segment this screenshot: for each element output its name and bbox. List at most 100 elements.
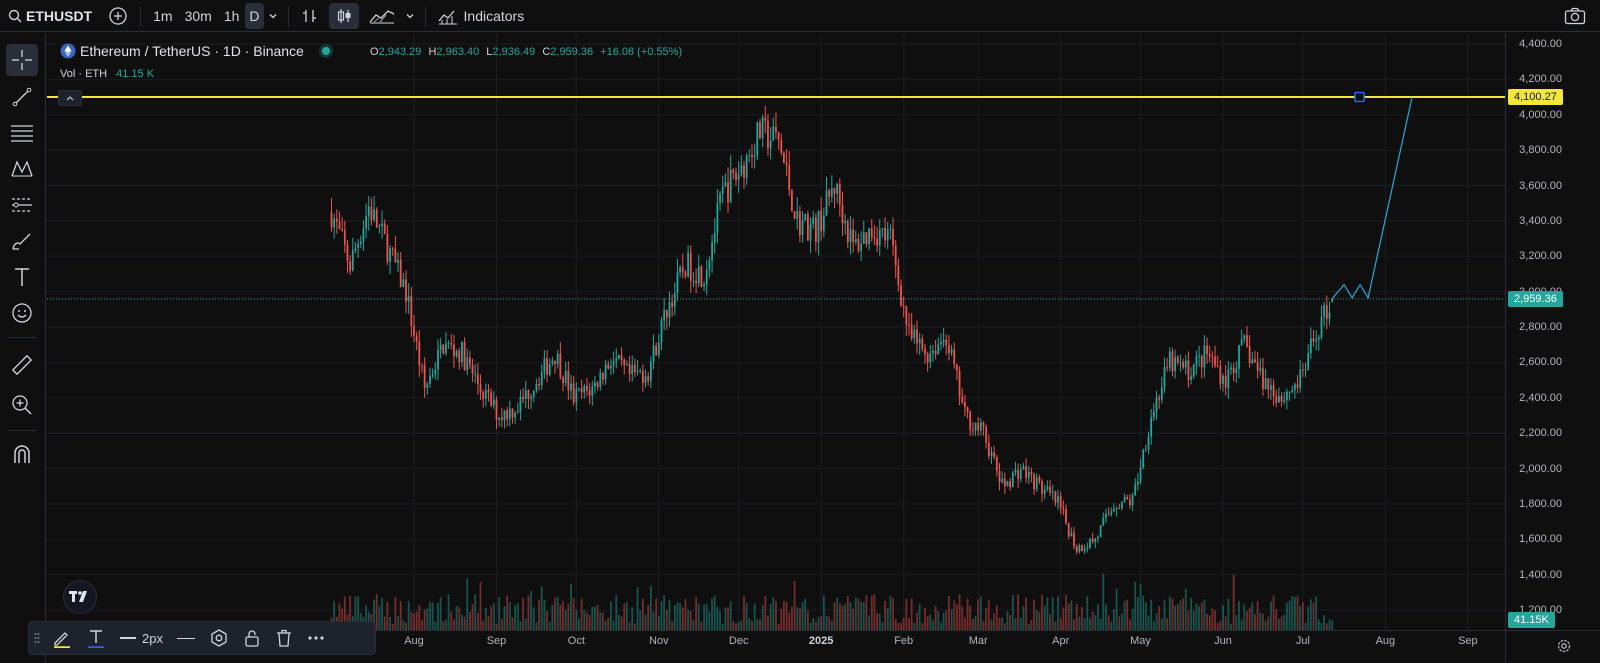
candles-style-button[interactable] [328, 2, 359, 29]
interval-1m[interactable]: 1m [153, 7, 173, 24]
projection-path[interactable] [1331, 96, 1413, 300]
volume-bar [801, 602, 804, 630]
lock-button[interactable] [236, 624, 268, 652]
line-anchor-handle[interactable] [1354, 91, 1365, 103]
line-style-button[interactable] [170, 624, 202, 652]
interval-1h[interactable]: 1h [223, 7, 240, 24]
candle-body [1099, 525, 1102, 537]
candle-body [1057, 496, 1059, 503]
volume-bar [628, 622, 631, 630]
emoji-tool[interactable] [6, 297, 38, 329]
candle-body [466, 357, 469, 371]
volume-bar [684, 598, 687, 630]
volume-bar [900, 622, 902, 630]
open-value: 2,943.29 [378, 46, 422, 58]
candle-body [1192, 364, 1195, 377]
bar-style-button[interactable] [295, 3, 325, 29]
volume-bar [508, 601, 511, 630]
candle-body [1128, 499, 1131, 506]
candle-body [1222, 375, 1224, 384]
candle-body [844, 220, 847, 224]
zoom-tool[interactable] [6, 389, 38, 421]
fib-tool[interactable] [6, 117, 38, 149]
time-tick-label: Sep [486, 635, 507, 647]
interval-30m[interactable]: 30m [184, 7, 212, 24]
candle-body [1147, 436, 1150, 450]
volume-bar [378, 606, 381, 630]
candle-body [453, 344, 455, 357]
candle-body [599, 372, 602, 387]
forecast-tool[interactable] [6, 189, 38, 221]
candle-body [849, 229, 852, 243]
volume-bar [668, 600, 671, 630]
interval-1d[interactable]: D [245, 2, 264, 29]
gear-icon [1557, 639, 1571, 653]
drag-handle[interactable] [29, 624, 45, 652]
chart-type-dropdown[interactable] [401, 3, 419, 29]
pattern-tool[interactable] [6, 153, 38, 185]
candle-body [987, 442, 990, 456]
volume-bar [791, 606, 793, 630]
measure-tool[interactable] [6, 349, 38, 381]
volume-bar [418, 605, 421, 630]
close-key: C [542, 46, 551, 58]
candle-body [724, 182, 727, 187]
candle-body [468, 357, 471, 366]
collapse-legend-button[interactable] [58, 90, 82, 106]
candle-body [703, 284, 705, 287]
change-value: +16.08 (+0.55%) [600, 46, 683, 58]
last-price-label: 2,959.36 [1508, 290, 1563, 307]
volume-bar [870, 595, 873, 630]
candle-body [945, 339, 948, 346]
compare-symbol-button[interactable] [102, 3, 134, 29]
candle-body [508, 408, 511, 420]
candle-body [482, 392, 485, 399]
axis-settings-corner [1505, 630, 1600, 663]
chart-settings-button[interactable] [1556, 638, 1572, 659]
candle-body [495, 399, 498, 420]
tradingview-logo[interactable] [63, 580, 97, 614]
text-color-button[interactable] [79, 624, 113, 652]
candle-body [833, 188, 836, 194]
price-chart[interactable] [47, 33, 1505, 630]
interval-dropdown[interactable] [264, 3, 282, 29]
candle-body [732, 169, 735, 173]
delete-button[interactable] [268, 624, 300, 652]
brush-tool[interactable] [6, 225, 38, 257]
settings-button[interactable] [202, 624, 236, 652]
text-tool[interactable] [6, 261, 38, 293]
more-options-button[interactable] [300, 624, 332, 652]
candle-body [506, 410, 509, 420]
market-open-dot [321, 47, 330, 55]
candle-body [1283, 400, 1286, 402]
area-style-button[interactable] [363, 3, 401, 29]
volume-bar [929, 614, 932, 630]
price-axis[interactable]: 4,400.00 4,200.00 4,000.00 3,800.00 3,600.00… [1505, 33, 1600, 630]
magnet-tool[interactable] [6, 438, 38, 470]
candle-body [615, 358, 618, 362]
line-width-button[interactable]: 2px [113, 624, 170, 652]
indicators-button[interactable]: Indicators [432, 3, 531, 29]
volume-bar [1286, 602, 1288, 630]
volume-bar [575, 609, 578, 630]
price-tick-label: 2,000.00 [1519, 462, 1562, 475]
symbol-search[interactable]: ETHUSDT [0, 3, 98, 29]
trend-line-tool[interactable] [6, 81, 38, 113]
candle-body [719, 193, 721, 204]
candle-body [961, 396, 964, 403]
volume-bar [567, 603, 570, 630]
crosshair-tool[interactable] [6, 44, 38, 76]
candle-body [415, 335, 418, 342]
candle-body [346, 244, 349, 262]
candle-body [381, 223, 383, 227]
top-toolbar: ETHUSDT 1m 30m 1h D Indicators [0, 0, 1600, 32]
chart-pane[interactable] [47, 33, 1505, 630]
volume-bar [535, 622, 538, 630]
line-color-button[interactable] [45, 624, 79, 652]
volume-bar [1200, 602, 1203, 630]
snapshot-button[interactable] [1558, 3, 1592, 29]
time-tick-label: Aug [404, 635, 424, 647]
candle-body [1160, 387, 1163, 400]
volume-bar [745, 602, 748, 630]
volume-bar [950, 609, 953, 630]
